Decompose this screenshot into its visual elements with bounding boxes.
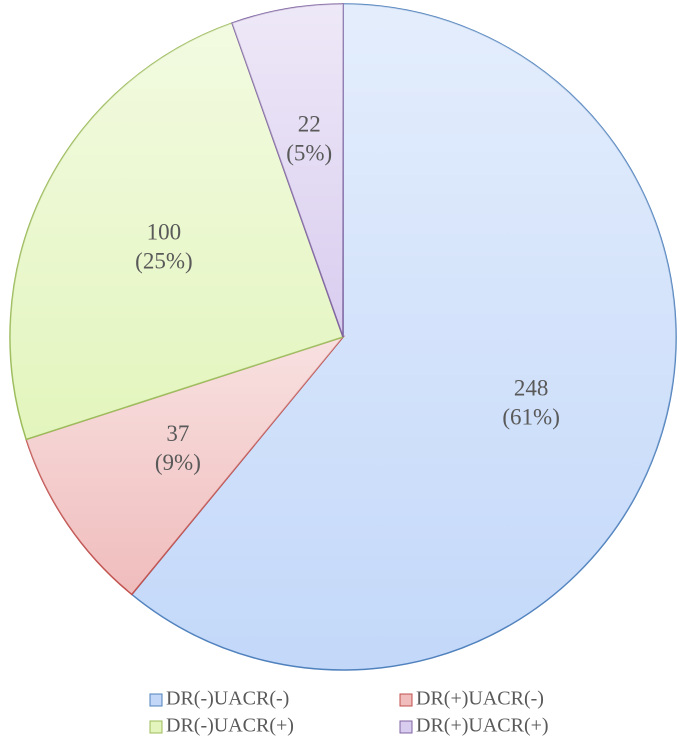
legend-label: DR(-)UACR(+) — [166, 715, 294, 737]
slice-shade — [26, 337, 343, 595]
legend-swatch — [149, 720, 163, 734]
slice-shade — [9, 23, 344, 440]
legend-swatch — [399, 693, 413, 707]
data-label: (61%) — [502, 405, 559, 430]
data-label: 22 — [298, 111, 321, 136]
legend-label: DR(+)UACR(+) — [416, 715, 549, 737]
legend-label: DR(-)UACR(-) — [166, 688, 289, 710]
legend-swatch — [399, 720, 413, 734]
data-label: (25%) — [135, 249, 192, 274]
data-label: 100 — [147, 220, 182, 245]
data-label: 248 — [514, 376, 549, 401]
data-label: (5%) — [286, 140, 332, 165]
data-label: (9%) — [155, 450, 201, 475]
slice-shade — [131, 4, 676, 670]
legend-label: DR(+)UACR(-) — [416, 688, 544, 710]
slice-shade — [232, 4, 343, 337]
data-label: 37 — [166, 421, 189, 446]
legend-swatch — [149, 693, 163, 707]
